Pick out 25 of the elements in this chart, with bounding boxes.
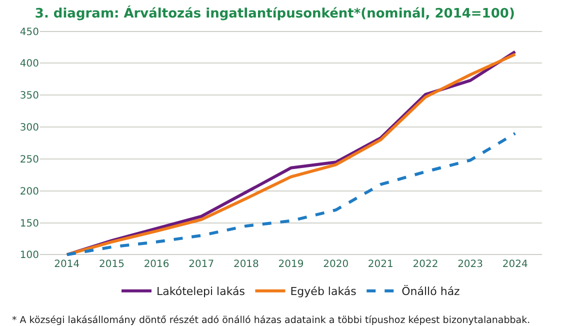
x-tick-label: 2014 [54,259,80,270]
x-tick-label: 2015 [98,259,124,270]
legend-label: Egyéb lakás [290,285,357,298]
x-tick-label: 2017 [188,259,214,270]
legend-label: Önálló ház [402,284,460,298]
y-tick-label: 450 [20,26,39,38]
chart-title: 3. diagram: Árváltozás ingatlantípusonként*(nominál, 2014=100) [34,4,515,22]
y-tick-label: 100 [20,250,39,262]
y-tick-label: 350 [20,90,39,102]
x-tick-label: 2021 [368,259,394,270]
x-tick-label: 2016 [144,259,170,270]
x-tick-label: 2024 [502,259,528,270]
y-tick-label: 200 [20,186,39,198]
line-series [65,132,517,256]
y-tick-label: 400 [20,58,39,70]
legend-label: Lakótelepi lakás [156,285,246,298]
y-tick-label: 250 [20,154,39,166]
x-tick-label: 2018 [233,259,259,270]
y-tick-label: 150 [20,218,39,230]
x-tick-label: 2020 [323,259,349,270]
x-tick-label: 2023 [458,259,484,270]
x-tick-label: 2019 [278,259,304,270]
y-tick-label: 300 [20,122,39,134]
text: * A községi lakásállomány döntő részét adó önálló házas adataink a többi típushoz képest bizonytalanabbak. [12,315,530,326]
x-tick-label: 2022 [412,259,438,270]
